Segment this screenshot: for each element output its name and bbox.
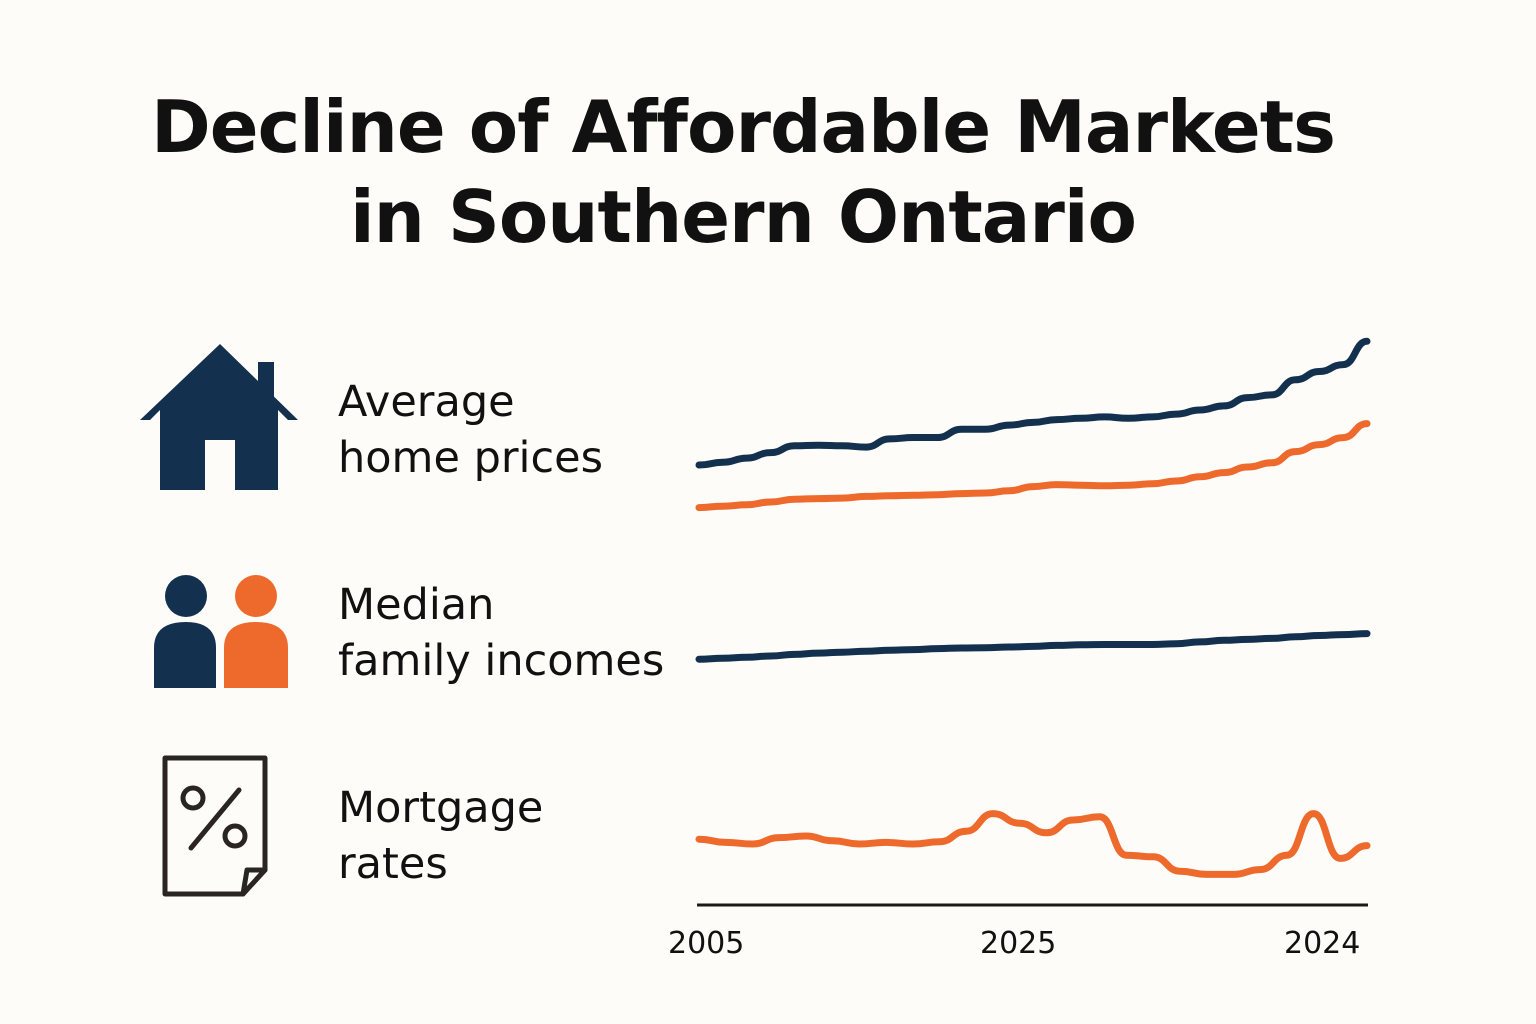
- series-family-incomes: [695, 630, 1371, 663]
- person-navy: [154, 575, 216, 688]
- document-outline: [162, 755, 268, 897]
- person-orange: [224, 575, 288, 688]
- series-home-prices-orange: [695, 420, 1371, 512]
- percent-document-icon: [162, 755, 268, 897]
- title-line-2: in Southern Ontario: [349, 175, 1137, 259]
- label-home-prices: Average home prices: [338, 377, 603, 483]
- family-icon: [154, 575, 288, 688]
- document-fold: [240, 867, 268, 897]
- x-tick-label: 2005: [668, 926, 745, 961]
- series-mortgage-rates: [695, 810, 1371, 878]
- chart-title: Decline of Affordable Markets in Souther…: [0, 82, 1486, 262]
- x-tick-label: 2025: [980, 926, 1057, 961]
- percent-slash: [188, 787, 242, 851]
- house-body: [140, 344, 298, 490]
- percent-dot-top: [180, 785, 206, 811]
- x-tick-label: 2024: [1284, 926, 1361, 961]
- label-mortgage-rates: Mortgage rates: [338, 783, 544, 889]
- label-family-incomes: Median family incomes: [338, 580, 665, 686]
- title-line-1: Decline of Affordable Markets: [150, 85, 1336, 169]
- house-icon: [140, 344, 298, 490]
- percent-dot-bottom: [222, 823, 248, 849]
- series-home-prices-navy: [695, 337, 1371, 469]
